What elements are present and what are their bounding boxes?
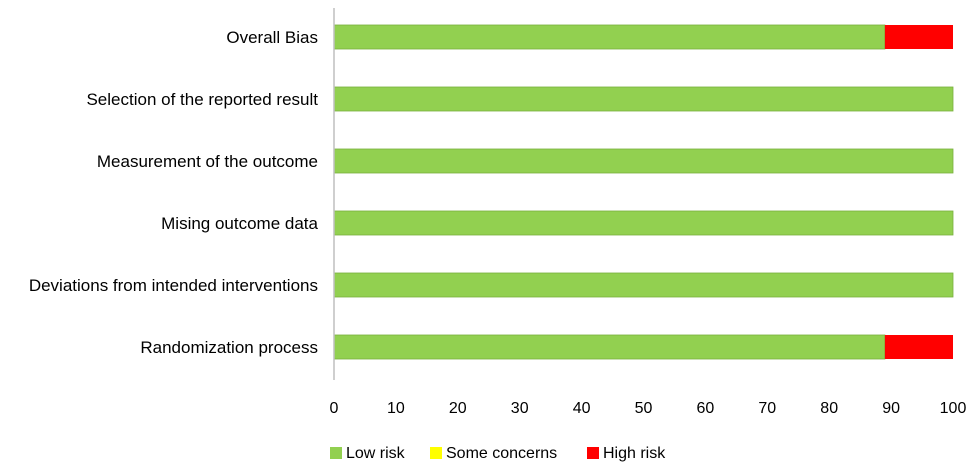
x-tick-label: 60 (697, 400, 715, 417)
x-tick-label: 80 (820, 400, 838, 417)
bar-high-risk-randomization-process (884, 335, 953, 359)
bar-low-risk-overall-bias (333, 24, 886, 50)
bar-low-risk-deviations-from-intended-interventions (333, 272, 954, 298)
legend-swatch-some-concerns (430, 447, 442, 459)
legend-swatch-low-risk (330, 447, 342, 459)
category-label-randomization-process: Randomization process (140, 338, 318, 357)
category-label-deviations-from-intended-interventions: Deviations from intended interventions (29, 276, 318, 295)
x-tick-label: 20 (449, 400, 467, 417)
bar-low-risk-selection-of-the-reported-result (333, 86, 954, 112)
legend-label-high-risk: High risk (603, 445, 666, 462)
x-tick-label: 10 (387, 400, 405, 417)
x-tick-label: 70 (758, 400, 776, 417)
bar-low-risk-randomization-process (333, 334, 886, 360)
x-tick-label: 100 (940, 400, 967, 417)
legend-label-some-concerns: Some concerns (446, 445, 557, 462)
category-label-overall-bias: Overall Bias (226, 28, 318, 47)
category-label-mising-outcome-data: Mising outcome data (161, 214, 318, 233)
category-labels: Overall Bias Selection of the reported re… (29, 28, 319, 357)
category-label-selection-of-the-reported-result: Selection of the reported result (86, 90, 318, 109)
x-tick-label: 40 (573, 400, 591, 417)
bar-low-risk-measurement-of-the-outcome (333, 148, 954, 174)
x-tick-labels: 0 10 20 30 40 50 60 70 80 90 100 (330, 400, 967, 417)
bar-high-risk-overall-bias (884, 25, 953, 49)
category-label-measurement-of-the-outcome: Measurement of the outcome (97, 152, 318, 171)
legend-label-low-risk: Low risk (346, 445, 406, 462)
legend-swatch-high-risk (587, 447, 599, 459)
x-tick-label: 50 (635, 400, 653, 417)
bar-low-risk-mising-outcome-data (333, 210, 954, 236)
x-tick-label: 0 (330, 400, 339, 417)
bars-group (333, 24, 954, 360)
legend: Low risk Some concerns High risk (330, 445, 666, 462)
x-tick-label: 30 (511, 400, 529, 417)
x-tick-label: 90 (882, 400, 900, 417)
